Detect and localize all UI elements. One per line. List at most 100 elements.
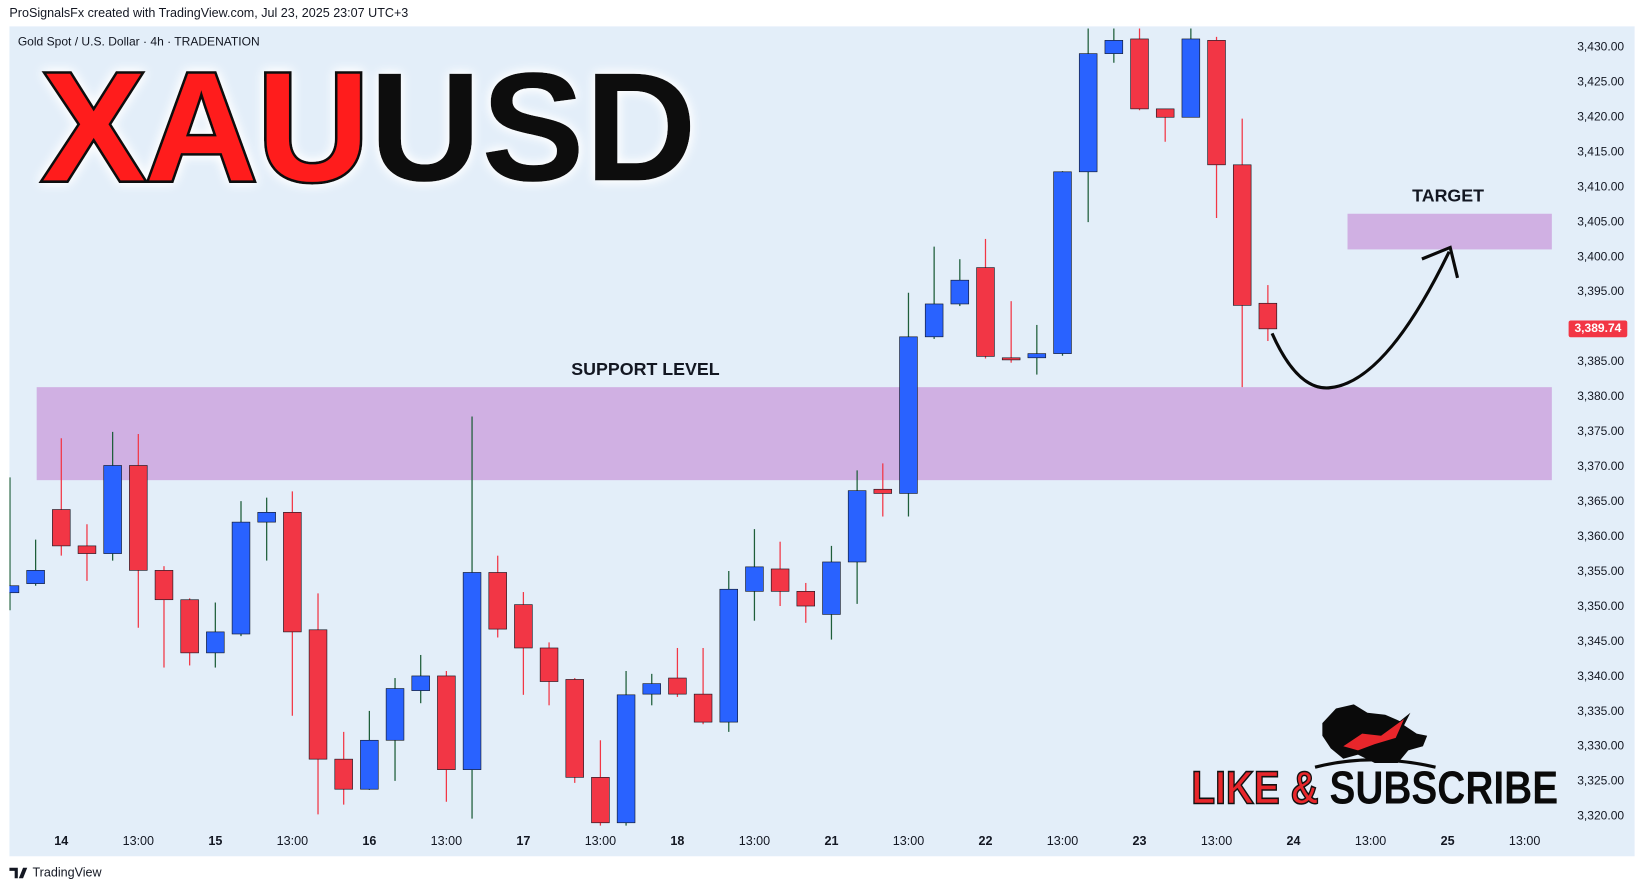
x-tick-label: 13:00: [1201, 834, 1232, 848]
zone: [1347, 213, 1552, 250]
x-tick-label: 13:00: [893, 834, 924, 848]
candle-body: [616, 694, 636, 824]
candle-body: [308, 629, 328, 760]
candle-body: [154, 570, 174, 601]
candle-body: [334, 758, 353, 790]
y-tick-label: 3,400.00: [1577, 249, 1624, 263]
y-tick-label: 3,360.00: [1577, 529, 1624, 543]
x-tick-label: 25: [1441, 834, 1455, 848]
candle-body: [822, 561, 841, 615]
zones: SUPPORT LEVEL TARGET: [36, 186, 1552, 481]
candle-body: [411, 675, 430, 691]
y-tick-label: 3,365.00: [1577, 494, 1624, 508]
axes: 3,320.00 3,325.00 3,330.00 3,335.00 3,340.00…: [54, 40, 1628, 848]
candle-body: [26, 570, 45, 584]
candle-body: [745, 566, 764, 592]
candle-body: [488, 572, 507, 630]
x-tick-label: 23: [1133, 834, 1147, 848]
candle-body: [437, 675, 456, 770]
candle-body: [642, 683, 661, 695]
candle-body: [770, 568, 790, 592]
candle-body: [1053, 171, 1072, 354]
x-tick-label: 14: [54, 834, 68, 848]
arrow-head: [1421, 245, 1460, 279]
candle-body: [719, 588, 738, 723]
title-red: XAU: [42, 40, 369, 213]
candle-body: [283, 512, 302, 633]
candle-body: [462, 572, 482, 770]
candle-body: [950, 279, 970, 305]
cta-black: SUBSCRIBE: [1329, 761, 1558, 813]
candle-body: [924, 303, 944, 338]
y-tick-label: 3,340.00: [1577, 669, 1624, 683]
y-tick-label: 3,430.00: [1577, 40, 1624, 54]
x-tick-label: 13:00: [1509, 834, 1540, 848]
candle-body: [1232, 164, 1252, 306]
y-tick-label: 3,420.00: [1577, 109, 1624, 123]
y-tick-label: 3,425.00: [1577, 74, 1624, 88]
candle-body: [591, 777, 610, 824]
candle-body: [873, 488, 893, 494]
big-title: XAUUSD: [42, 40, 697, 213]
x-tick-label: 17: [516, 834, 530, 848]
last-price-label: 3,389.74: [1574, 321, 1621, 335]
y-tick-label: 3,415.00: [1577, 144, 1624, 158]
x-tick-label: 24: [1287, 834, 1301, 848]
candle-body: [899, 336, 918, 494]
x-tick-label: 13:00: [277, 834, 308, 848]
x-tick-label: 16: [362, 834, 376, 848]
zone: [36, 387, 1552, 481]
candle-body: [976, 267, 995, 357]
y-tick-label: 3,350.00: [1577, 599, 1624, 613]
candle-body: [257, 512, 276, 523]
title-black: USD: [369, 40, 696, 213]
y-tick-label: 3,380.00: [1577, 389, 1624, 403]
candle-body: [231, 521, 251, 635]
candle-body: [1130, 38, 1149, 110]
x-tick-label: 13:00: [739, 834, 770, 848]
symbol: Gold Spot / U.S. Dollar · 4h · TRADENATI…: [18, 34, 260, 48]
x-tick-label: 15: [208, 834, 222, 848]
y-tick-label: 3,335.00: [1577, 704, 1624, 718]
y-tick-label: 3,370.00: [1577, 459, 1624, 473]
candle-body: [360, 739, 379, 790]
footer: TradingView: [32, 865, 102, 879]
x-tick-label: 13:00: [585, 834, 616, 848]
bull-bear-logo: [1314, 704, 1436, 769]
zone-label: TARGET: [1412, 186, 1484, 206]
candle-body: [796, 591, 816, 607]
cta: LIKE & SUBSCRIBE: [1191, 761, 1558, 813]
y-tick-label: 3,325.00: [1577, 774, 1624, 788]
candle-body: [1258, 302, 1278, 330]
y-tick-label: 3,330.00: [1577, 739, 1624, 753]
candle-body: [103, 465, 122, 554]
candle-body: [180, 599, 199, 654]
footer-logo: [9, 867, 28, 879]
y-tick-label: 3,410.00: [1577, 179, 1624, 193]
y-tick-label: 3,375.00: [1577, 424, 1624, 438]
y-tick-label: 3,345.00: [1577, 634, 1624, 648]
header: ProSignalsFx created with TradingView.co…: [9, 6, 408, 20]
candle-body: [77, 545, 97, 554]
arrow-curve: [1270, 250, 1451, 390]
candle-body: [129, 465, 148, 571]
candle-body: [514, 604, 533, 649]
x-tick-label: 18: [670, 834, 684, 848]
candle-body: [668, 677, 687, 695]
last-price-box: [1568, 320, 1628, 338]
x-tick-label: 21: [824, 834, 838, 848]
candle-body: [847, 490, 867, 563]
x-tick-label: 22: [978, 834, 992, 848]
candle-body: [1001, 357, 1021, 361]
y-tick-label: 3,395.00: [1577, 284, 1624, 298]
y-tick-label: 3,405.00: [1577, 214, 1624, 228]
candle-body: [385, 688, 405, 741]
y-tick-label: 3,355.00: [1577, 564, 1624, 578]
candle-body: [1155, 108, 1175, 118]
candle-body: [1181, 38, 1201, 118]
candle-body: [9, 585, 20, 594]
candle-body: [1027, 353, 1047, 359]
x-tick-label: 13:00: [123, 834, 154, 848]
x-tick-label: 13:00: [1355, 834, 1386, 848]
